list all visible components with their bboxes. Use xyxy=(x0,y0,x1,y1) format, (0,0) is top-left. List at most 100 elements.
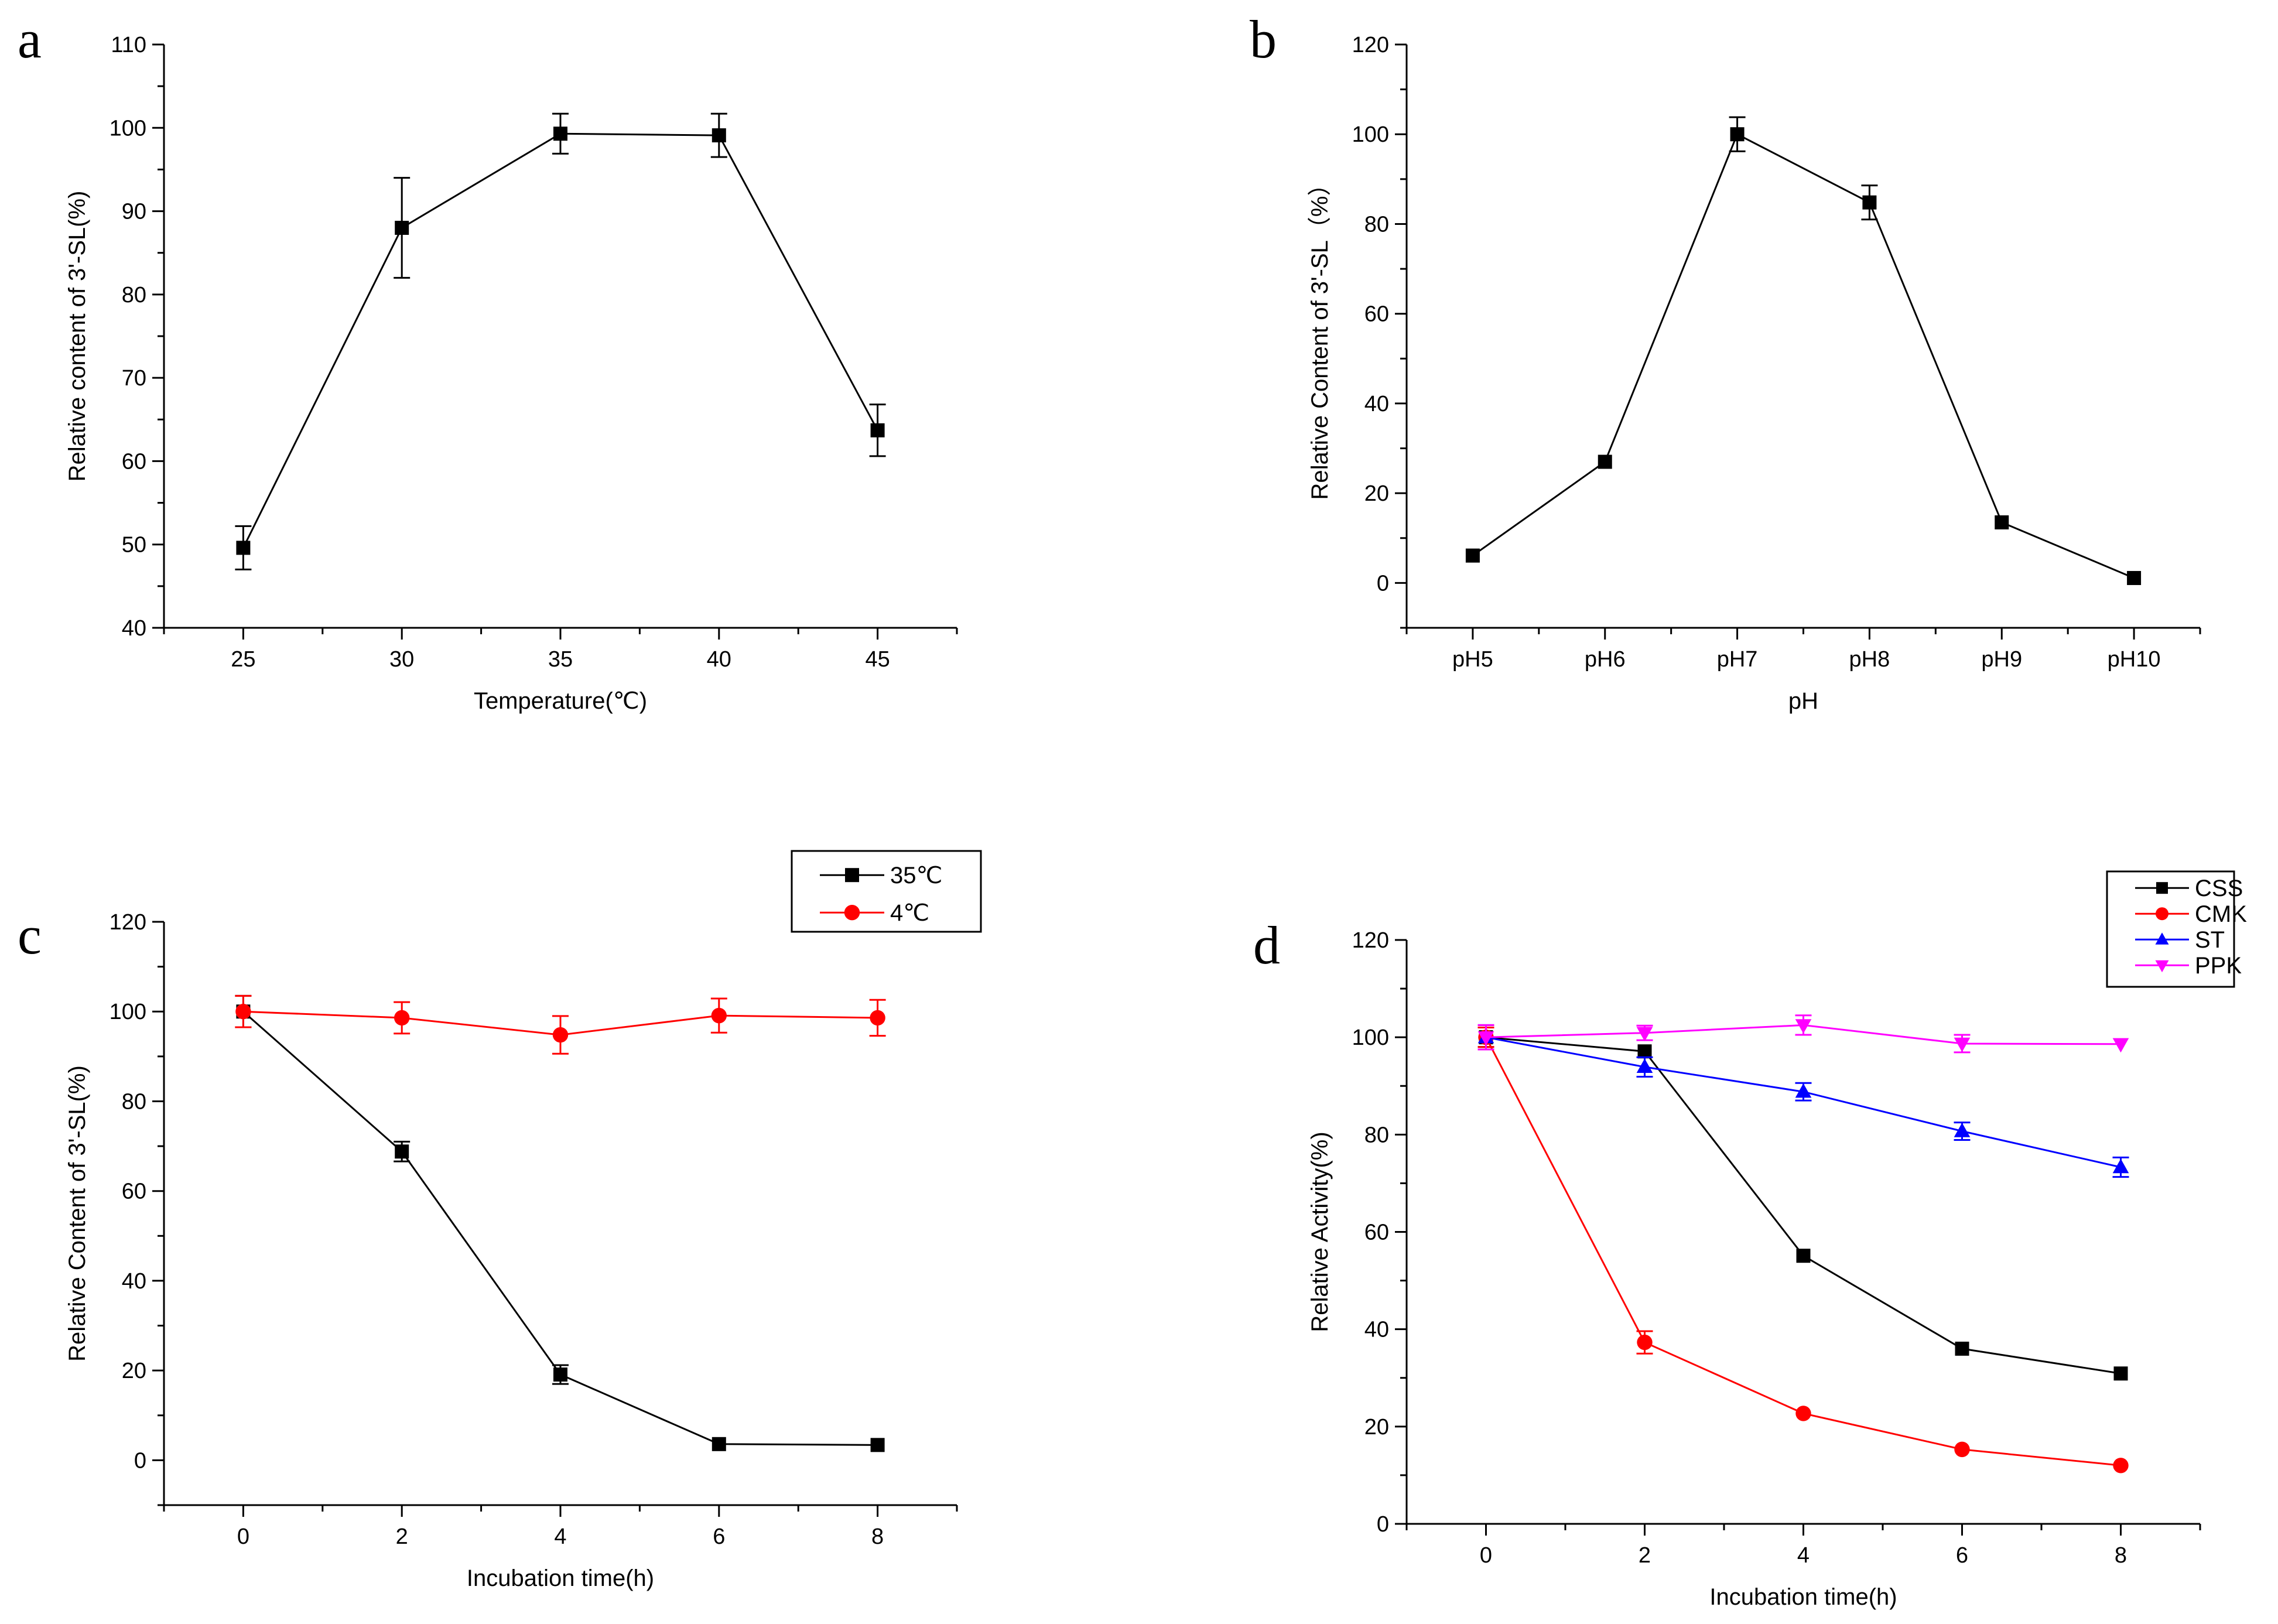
legend-box xyxy=(2106,870,2235,988)
y-tick-label: 0 xyxy=(1377,1512,1389,1537)
data-point xyxy=(395,1144,409,1159)
x-tick-label: 6 xyxy=(1956,1543,1968,1568)
y-tick-label: 20 xyxy=(1364,481,1389,506)
series-CSS xyxy=(1477,1027,2128,1381)
x-axis-title: Temperature(℃) xyxy=(474,688,647,714)
x-tick-label: 4 xyxy=(1797,1543,1810,1568)
chart-panel-a: a 40 50 60 70 80 90 100 110 25 30 35 40 45 Temperature… xyxy=(18,9,958,714)
data-point xyxy=(1730,127,1745,142)
data-point xyxy=(1954,1123,1971,1137)
y-tick-label: 120 xyxy=(110,910,146,935)
y-tick-label: 60 xyxy=(122,1179,146,1204)
legend-marker xyxy=(2156,907,2168,921)
y-tick-label: 40 xyxy=(1364,1318,1389,1342)
y-tick-label: 100 xyxy=(1352,122,1389,147)
y-tick-label: 100 xyxy=(110,116,146,141)
data-point xyxy=(2112,1158,2129,1174)
data-point xyxy=(1465,548,1480,563)
data-point xyxy=(1637,1044,1652,1059)
data-point xyxy=(712,128,726,143)
y-tick-label: 50 xyxy=(122,533,146,558)
y-tick-label: 40 xyxy=(122,616,146,641)
data-point xyxy=(236,541,251,555)
data-point xyxy=(870,1438,885,1452)
y-tick-label: 80 xyxy=(1364,212,1389,237)
panel-letter: d xyxy=(1253,915,1280,975)
series-s0 xyxy=(1465,116,2142,585)
legend-marker xyxy=(844,905,860,921)
series-line xyxy=(242,132,878,549)
x-tick-label: pH8 xyxy=(1849,647,1890,672)
data-point xyxy=(1795,1083,1812,1098)
series-35℃ xyxy=(235,994,885,1452)
y-axis-title: Relative content of 3'-SL(%) xyxy=(64,191,90,482)
x-tick-label: pH5 xyxy=(1452,647,1493,672)
chart-panel-b: b 0 20 40 60 80 100 120 pH5 pH6 pH7 pH8 pH9 pH10 pH Rel… xyxy=(1250,9,2201,714)
y-tick-label: 0 xyxy=(1377,571,1389,596)
y-tick-label: 40 xyxy=(1364,392,1389,416)
data-point xyxy=(1477,1031,1494,1046)
y-tick-label: 60 xyxy=(1364,1220,1389,1245)
series-PPK xyxy=(1477,1014,2129,1054)
data-point xyxy=(2127,570,2142,585)
y-tick-label: 80 xyxy=(1364,1123,1389,1147)
x-tick-label: 45 xyxy=(865,647,890,672)
data-point xyxy=(553,1367,567,1382)
x-tick-label: 0 xyxy=(1480,1543,1492,1568)
x-tick-label: 0 xyxy=(237,1524,249,1549)
data-point xyxy=(552,1027,569,1043)
data-point xyxy=(1995,515,2009,529)
y-axis-title: Relative Activity(%) xyxy=(1307,1131,1333,1332)
data-point xyxy=(1796,1249,1811,1263)
legend: 35℃4℃ xyxy=(791,850,982,933)
data-point xyxy=(1795,1406,1811,1421)
data-point xyxy=(1637,1334,1653,1351)
legend-label: ST xyxy=(2195,927,2225,953)
series-ST xyxy=(1477,1024,2129,1178)
series-line xyxy=(1486,1036,2121,1168)
data-point xyxy=(2112,1038,2129,1053)
x-tick-label: 25 xyxy=(231,647,255,672)
y-tick-label: 80 xyxy=(122,1089,146,1114)
panel-letter: a xyxy=(18,9,42,69)
panel-letter: c xyxy=(18,905,42,965)
x-tick-label: 2 xyxy=(1639,1543,1651,1568)
x-tick-label: 8 xyxy=(2115,1543,2127,1568)
x-tick-label: pH6 xyxy=(1585,647,1626,672)
y-tick-label: 60 xyxy=(1364,302,1389,327)
x-tick-label: pH7 xyxy=(1717,647,1758,672)
data-point xyxy=(2113,1458,2129,1473)
y-tick-label: 20 xyxy=(122,1359,146,1383)
data-point xyxy=(235,1004,251,1020)
x-tick-label: 40 xyxy=(707,647,731,672)
data-point xyxy=(712,1437,726,1451)
x-tick-label: 6 xyxy=(713,1524,725,1549)
series-line xyxy=(1472,133,2135,579)
x-tick-label: pH10 xyxy=(2108,647,2161,672)
x-axis-title: pH xyxy=(1788,688,1818,714)
legend-marker xyxy=(2155,960,2169,973)
legend-label: CMK xyxy=(2195,901,2247,927)
y-tick-label: 110 xyxy=(111,33,146,57)
data-point xyxy=(870,423,885,437)
data-point xyxy=(1954,1037,1971,1052)
legend-label: CSS xyxy=(2195,876,2243,901)
data-point xyxy=(2113,1366,2128,1381)
y-tick-label: 70 xyxy=(122,366,146,391)
legend-label: PPK xyxy=(2195,953,2242,979)
chart-panel-d: d 0 20 40 60 80 100 120 0 2 4 6 8 Incubation time(h) R… xyxy=(1253,870,2247,1610)
x-tick-label: pH9 xyxy=(1981,647,2022,672)
series-s0 xyxy=(235,112,886,570)
legend-marker xyxy=(2155,932,2169,945)
y-tick-label: 120 xyxy=(1352,33,1389,57)
legend-marker xyxy=(845,868,859,883)
y-tick-label: 0 xyxy=(134,1448,146,1473)
series-4℃ xyxy=(235,994,886,1055)
y-tick-label: 60 xyxy=(122,449,146,474)
legend-marker xyxy=(2156,882,2168,894)
y-tick-label: 90 xyxy=(122,200,146,224)
y-tick-label: 20 xyxy=(1364,1415,1389,1440)
x-tick-label: 4 xyxy=(554,1524,566,1549)
